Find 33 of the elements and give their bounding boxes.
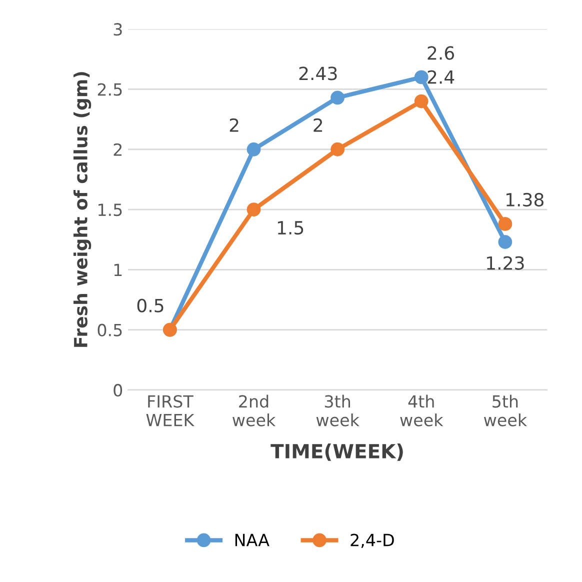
point — [246, 202, 261, 216]
point — [330, 142, 345, 156]
y-tick-label: 1 — [114, 264, 122, 276]
x-tick-label: 2nd week — [232, 394, 276, 426]
y-tick-label: 0 — [114, 384, 122, 397]
x-tick-label: 3th week — [316, 394, 360, 426]
data-label: 2 — [314, 118, 322, 132]
data-label: 0.5 — [137, 298, 164, 312]
data-label: 2.43 — [299, 66, 337, 80]
y-tick-label: 3 — [114, 23, 122, 36]
point — [498, 235, 512, 249]
y-tick-label: 1.5 — [98, 204, 122, 216]
y-tick-label: 0.5 — [98, 324, 122, 336]
x-tick-label: 4th week — [400, 394, 444, 426]
x-tick-label: 5th week — [484, 394, 528, 426]
point — [498, 217, 512, 231]
data-label: 1.38 — [506, 192, 544, 207]
point — [246, 142, 261, 156]
data-label: 2.4 — [428, 70, 454, 84]
data-label: 1.5 — [278, 221, 304, 235]
point — [414, 70, 428, 84]
y-tick-label: 2.5 — [98, 83, 122, 96]
legend-label: 2,4-D — [350, 534, 394, 548]
data-label: 2 — [230, 118, 238, 132]
y-tick-label: 2 — [114, 143, 122, 156]
point — [330, 90, 345, 105]
data-label: 1.23 — [487, 256, 524, 270]
x-axis-title: TIME(WEEK) — [270, 444, 403, 461]
x-tick-label: FIRST WEEK — [146, 395, 195, 426]
point — [414, 94, 428, 108]
legend-label: NAA — [235, 534, 270, 546]
y-axis-title: Fresh weight of callus (gm) — [74, 72, 92, 347]
data-label: 2.6 — [428, 46, 454, 60]
